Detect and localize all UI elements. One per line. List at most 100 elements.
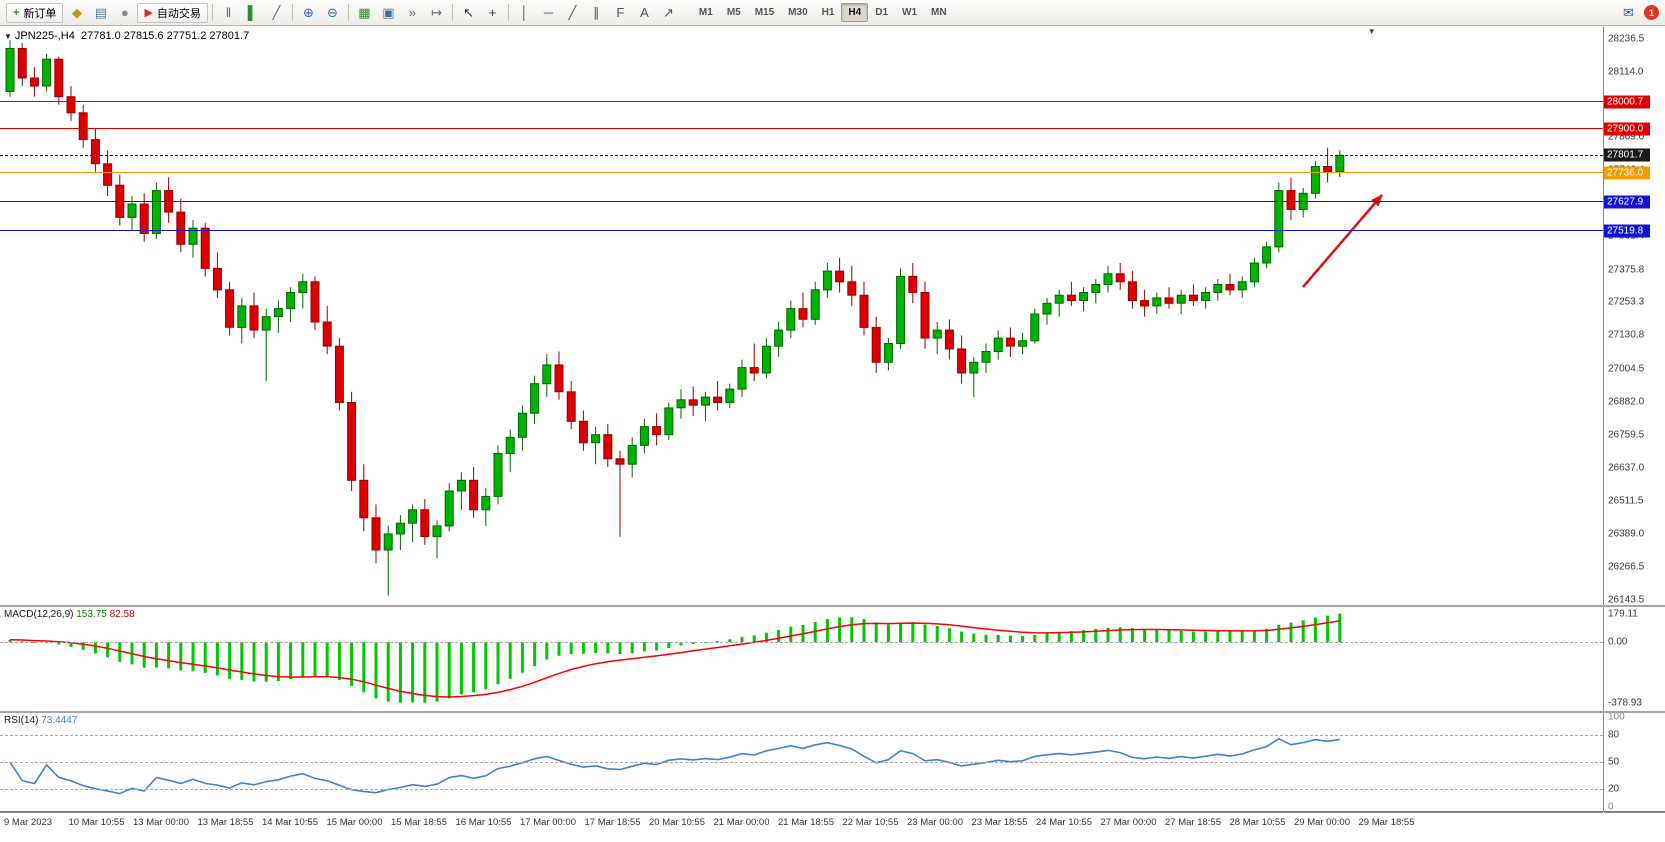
chart-shift-icon[interactable]: ↦ <box>430 4 442 20</box>
macd-name: MACD(12,26,9) <box>4 609 74 620</box>
pane-separator[interactable] <box>0 605 1665 607</box>
timeframe-m1[interactable]: M1 <box>698 7 713 18</box>
macd-histogram-bar <box>533 642 537 667</box>
candle <box>298 281 308 294</box>
candle <box>5 48 15 92</box>
candle <box>615 458 625 465</box>
horizontal-line-icon[interactable]: ─ <box>543 5 554 20</box>
candle <box>1249 262 1259 283</box>
macd-histogram-bar <box>764 632 768 643</box>
line-chart-icon[interactable]: ╱ <box>272 4 281 20</box>
tile-windows-icon[interactable]: ▣ <box>382 4 395 20</box>
macd-histogram-bar <box>57 642 61 645</box>
community-icon[interactable]: ✉ <box>1623 4 1634 20</box>
macd-histogram-bar <box>1179 630 1183 643</box>
macd-histogram-bar <box>728 639 732 643</box>
timeframe-mn[interactable]: MN <box>931 7 947 18</box>
one-click-expand-icon[interactable]: ▼ <box>4 32 12 41</box>
new-order-button[interactable]: + 新订单 <box>6 2 64 23</box>
price-level-badge: 27736.0 <box>1604 166 1650 180</box>
zoom-out-icon[interactable]: ⊖ <box>326 4 338 20</box>
price-level-badge: 27900.0 <box>1604 122 1650 136</box>
candle <box>164 190 174 213</box>
time-axis-label: 24 Mar 10:55 <box>1036 817 1092 828</box>
pane-separator[interactable] <box>0 711 1665 713</box>
candle <box>713 396 723 404</box>
autotrading-button[interactable]: ▶ 自动交易 <box>137 2 208 23</box>
resistance-line-27900[interactable] <box>0 128 1603 130</box>
arrows-icon[interactable]: ↗ <box>662 4 674 20</box>
candle <box>1115 273 1125 283</box>
candlestick-icon[interactable]: ▌ <box>247 5 258 20</box>
autotrading-label: 自动交易 <box>156 7 201 20</box>
timeframe-h1[interactable]: H1 <box>821 7 835 18</box>
data-window-icon[interactable]: ▤ <box>94 4 108 20</box>
macd-plot[interactable]: MACD(12,26,9) 153.75 82.58 <box>0 607 1604 711</box>
macd-histogram-bar <box>606 642 610 654</box>
candle <box>1127 281 1137 302</box>
support-line-27627[interactable] <box>0 201 1603 203</box>
current-price-line[interactable] <box>0 154 1603 156</box>
price-tick: 27253.3 <box>1608 296 1645 308</box>
fibonacci-icon[interactable]: F <box>616 5 625 20</box>
candle <box>822 270 832 291</box>
candle <box>200 227 210 269</box>
text-icon[interactable]: A <box>640 5 649 20</box>
timeframe-h4[interactable]: H4 <box>841 3 869 22</box>
trendline-icon[interactable]: ╱ <box>568 4 577 20</box>
macd-histogram-bar <box>1326 615 1330 643</box>
timeframe-m15[interactable]: M15 <box>754 7 775 18</box>
rsi-axis: 80 50 20 100 0 <box>1604 713 1665 811</box>
market-watch-icon[interactable]: ◆ <box>71 4 82 20</box>
macd-histogram-bar <box>667 642 671 648</box>
notification-badge[interactable]: 1 <box>1644 5 1659 20</box>
candle <box>932 329 942 339</box>
candle <box>566 391 576 422</box>
time-axis-label: 13 Mar 18:55 <box>197 817 254 828</box>
price-axis[interactable]: 28236.528114.027991.027869.027746.427623… <box>1604 27 1665 605</box>
crosshair-icon[interactable]: + <box>488 5 497 20</box>
rsi-plot[interactable]: RSI(14) 73.4447 <box>0 713 1604 811</box>
alerts-icon[interactable]: ● <box>121 5 129 20</box>
timeframe-m30[interactable]: M30 <box>788 7 808 18</box>
timeframe-w1[interactable]: W1 <box>902 7 918 18</box>
chart-shift-marker[interactable]: ▼ <box>1367 27 1376 36</box>
macd-histogram-bar <box>825 619 829 643</box>
time-axis-label: 23 Mar 00:00 <box>907 817 963 828</box>
candle <box>603 434 613 460</box>
macd-histogram-bar <box>325 642 329 677</box>
macd-histogram-bar <box>167 642 171 669</box>
rsi-axis-label: 0 <box>1608 801 1614 812</box>
channel-icon[interactable]: ∥ <box>593 4 600 20</box>
rsi-axis-label: 100 <box>1608 713 1625 723</box>
cursor-icon[interactable]: ↖ <box>462 4 474 20</box>
macd-histogram-bar <box>1021 635 1025 643</box>
macd-histogram-bar <box>520 642 524 673</box>
main-chart-plot[interactable]: ▼ JPN225-,H4 27781.0 27815.6 27751.2 2780… <box>0 27 1604 605</box>
candle <box>188 227 198 245</box>
auto-scroll-icon[interactable]: » <box>408 5 417 20</box>
indicators-icon[interactable]: ▦ <box>358 4 371 20</box>
candle <box>1054 294 1064 304</box>
macd-histogram-bar <box>947 628 951 643</box>
zoom-in-icon[interactable]: ⊕ <box>302 4 314 20</box>
timeframe-d1[interactable]: D1 <box>875 7 889 18</box>
macd-histogram-bar <box>850 617 854 643</box>
macd-histogram-bar <box>69 642 73 647</box>
support-line-27519[interactable] <box>0 230 1603 232</box>
time-axis[interactable]: 9 Mar 2023 10 Mar 10:55 13 Mar 00:00 13 Mar… <box>0 812 1603 842</box>
bar-chart-icon[interactable]: ‖ <box>225 5 232 20</box>
candle <box>29 77 39 87</box>
timeframe-m5[interactable]: M5 <box>726 7 741 18</box>
candle <box>798 308 808 320</box>
candle <box>1152 297 1162 307</box>
candle <box>347 402 357 481</box>
candle <box>1323 166 1333 173</box>
macd-histogram-bar <box>423 642 427 703</box>
trend-arrow-annotation[interactable] <box>1302 194 1383 288</box>
vertical-line-icon[interactable]: │ <box>520 5 529 20</box>
macd-histogram-bar <box>996 635 1000 643</box>
candle <box>408 509 418 524</box>
support-line-27736[interactable] <box>0 172 1603 174</box>
resistance-line-28000[interactable] <box>0 101 1603 103</box>
